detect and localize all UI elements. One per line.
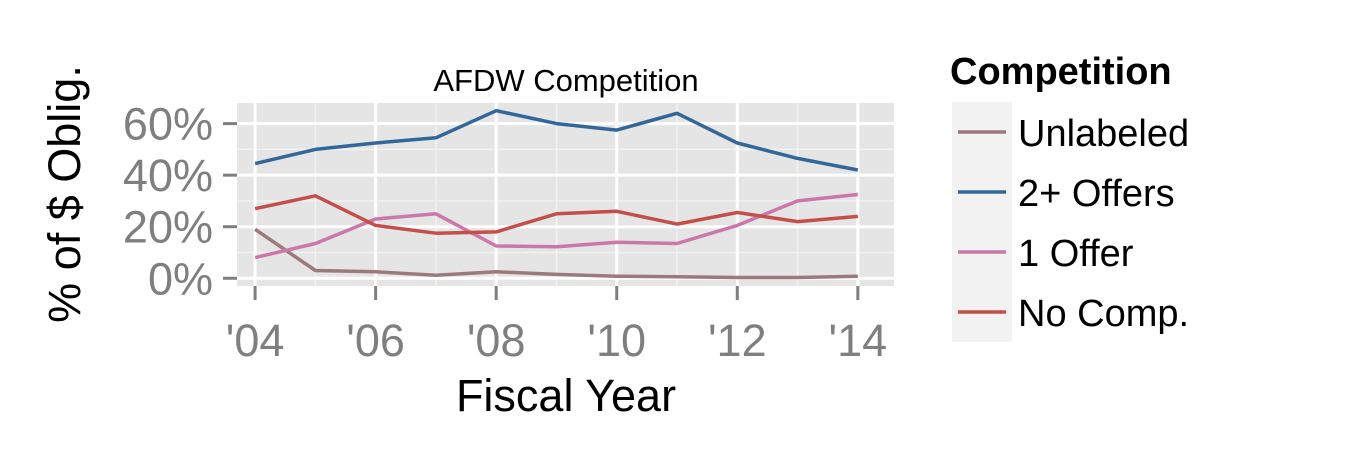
y-tick-label: 40% — [123, 150, 213, 201]
series-line-no-comp — [254, 194, 858, 235]
y-tick-label: 0% — [148, 253, 213, 304]
legend-label-no-comp: No Comp. — [1018, 293, 1189, 335]
x-tick-label: '04 — [226, 315, 285, 366]
plot-panel — [237, 103, 894, 286]
y-tick-label: 20% — [123, 202, 213, 253]
axis-ticks — [223, 122, 860, 300]
x-tick-label: '12 — [708, 315, 767, 366]
series-line-unlabeled — [254, 227, 858, 280]
x-tick-label: '06 — [346, 315, 405, 366]
x-tick-label: '14 — [829, 315, 888, 366]
legend-label-unlabeled: Unlabeled — [1018, 113, 1189, 155]
legend-title: Competition — [950, 51, 1172, 93]
series-line-2-offers — [254, 108, 859, 172]
tick-labels: 0%20%40%60% '04 '06 '08 '10 '12 '14 — [123, 99, 887, 366]
x-axis-title: Fiscal Year — [456, 370, 676, 421]
x-tick-label: '10 — [587, 315, 646, 366]
y-axis-title: % of $ Oblig. — [39, 65, 90, 323]
legend-label-2-offers: 2+ Offers — [1018, 173, 1175, 215]
grid-lines — [237, 103, 894, 286]
chart-title: AFDW Competition — [433, 63, 698, 98]
x-tick-label: '08 — [467, 315, 526, 366]
legend-label-1-offer: 1 Offer — [1018, 233, 1134, 275]
series-lines — [254, 108, 859, 280]
legend: Unlabeled 2+ Offers 1 Offer No Comp. — [952, 102, 1189, 342]
y-tick-label: 60% — [123, 99, 213, 150]
